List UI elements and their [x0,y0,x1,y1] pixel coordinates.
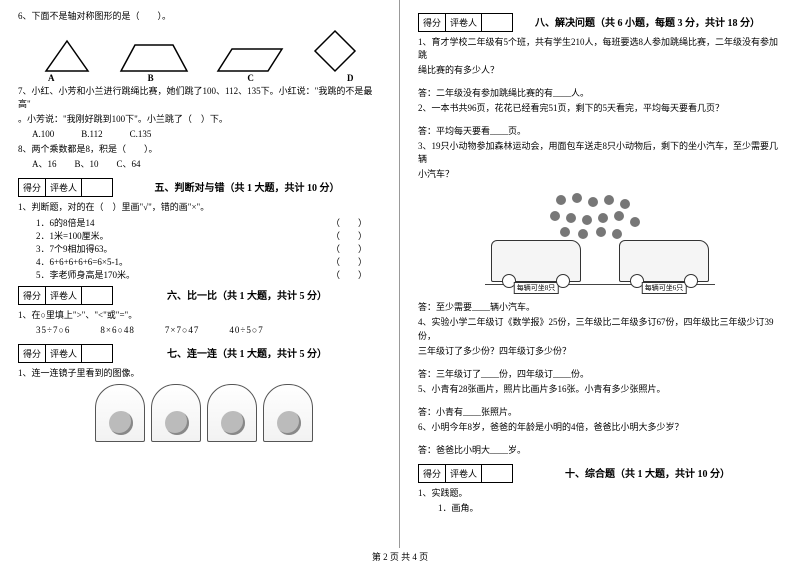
section7-header: 得分 评卷人 七、连一连（共 1 大题，共计 5 分） [18,339,381,365]
grader-label: 评卷人 [46,179,82,196]
score-blank [82,287,112,304]
crowd [550,193,650,241]
parallelogram-shape [216,47,286,73]
score-box-6: 得分 评卷人 [18,286,113,305]
r-a3: 答：至少需要____辆小汽车。 [418,301,782,314]
r-a4: 答：三年级订了____份，四年级订____份。 [418,368,782,381]
tf-3: 3．7个9相加得63。（ ） [18,242,381,255]
label-c: C [247,73,347,83]
label-b: B [148,73,248,83]
section7-title: 七、连一连（共 1 大题，共计 5 分） [113,345,381,360]
mirror-images [26,384,381,442]
score-box-5: 得分 评卷人 [18,178,113,197]
q8-options: A、16 B、10 C、64 [18,158,381,171]
r-q4a: 4、实验小学二年级订《数学报》25份，三年级比二年级多订67份，四年级比三年级少… [418,316,782,342]
tf-2: 2．1米=100厘米。（ ） [18,229,381,242]
section6-title: 六、比一比（共 1 大题，共计 5 分） [113,287,381,302]
section10-title: 十、综合题（共 1 大题，共计 10 分） [513,465,782,480]
q7-1-text: 1、连一连镜子里看到的图像。 [18,367,381,380]
r-q5: 5、小青有28张画片，照片比画片多16张。小青有多少张照片。 [418,383,782,396]
score-box-8: 得分 评卷人 [418,13,513,32]
r-a1: 答：二年级没有参加跳绳比赛的有____人。 [418,87,782,100]
score-box-10: 得分 评卷人 [418,464,513,483]
r-q1b: 绳比赛的有多少人？ [418,64,782,77]
mirror-4 [263,384,313,442]
r-q10-1: 1、实践题。 [418,487,782,500]
score-blank [82,345,112,362]
shapes-row [18,25,381,75]
bus-left-label: 每辆可坐8只 [514,282,559,294]
section5-title: 五、判断对与错（共 1 大题，共计 10 分） [113,179,381,194]
left-column: 6、下面不是轴对称图形的是（ ）。 A B C D 7、小红、小芳和小兰进行跳绳… [0,0,400,548]
r-a6: 答：爸爸比小明大____岁。 [418,444,782,457]
tf-header: 1、判断题，对的在（ ）里画"√"，错的画"×"。 [18,201,381,214]
score-label: 得分 [19,179,46,196]
grader-label: 评卷人 [46,287,82,304]
triangle-shape [42,39,92,73]
mirror-2 [151,384,201,442]
right-column: 得分 评卷人 八、解决问题（共 6 小题，每题 3 分，共计 18 分） 1、育… [400,0,800,548]
mirror-1 [95,384,145,442]
mirror-3 [207,384,257,442]
bus-scene: 每辆可坐8只 每辆可坐6只 [485,185,715,285]
diamond-shape [313,29,357,73]
bus-left: 每辆可坐8只 [491,240,581,282]
grader-label: 评卷人 [46,345,82,362]
score-blank [82,179,112,196]
score-blank [482,465,512,482]
page-footer: 第 2 页 共 4 页 [0,550,800,563]
bus-right: 每辆可坐6只 [619,240,709,282]
q7-line2: 。小芳说："我刚好跳到100下"。小兰跳了（ ）下。 [18,113,381,126]
tf-1: 1．6的8倍是14（ ） [18,216,381,229]
score-label: 得分 [419,14,446,31]
q7-options: A.100 B.112 C.135 [18,128,381,141]
tf-5: 5．李老师身高是170米。（ ） [18,268,381,281]
q7-line1: 7、小红、小芳和小兰进行跳绳比赛，她们跳了100、112、135下。小红说："我… [18,85,381,111]
r-a5: 答：小青有____张照片。 [418,406,782,419]
label-a: A [48,73,148,83]
score-box-7: 得分 评卷人 [18,344,113,363]
r-q3b: 小汽车？ [418,168,782,181]
r-q3a: 3、19只小动物参加森林运动会，用面包车送走8只小动物后，剩下的坐小汽车，至少需… [418,140,782,166]
r-q2: 2、一本书共96页，花花已经看完51页，剩下的5天看完，平均每天要看几页？ [418,102,782,115]
r-a2: 答：平均每天要看____页。 [418,125,782,138]
section5-header: 得分 评卷人 五、判断对与错（共 1 大题，共计 10 分） [18,173,381,199]
section6-header: 得分 评卷人 六、比一比（共 1 大题，共计 5 分） [18,281,381,307]
score-label: 得分 [19,287,46,304]
r-q6: 6、小明今年8岁，爸爸的年龄是小明的4倍，爸爸比小明大多少岁？ [418,421,782,434]
grader-label: 评卷人 [446,14,482,31]
trapezoid-shape [119,43,189,73]
compare-row: 35÷7○6 8×6○48 7×7○47 40÷5○7 [18,324,381,337]
label-d: D [347,73,367,83]
grader-label: 评卷人 [446,465,482,482]
section10-header: 得分 评卷人 十、综合题（共 1 大题，共计 10 分） [418,459,782,485]
score-blank [482,14,512,31]
bus-right-label: 每辆可坐6只 [642,282,687,294]
q8-text: 8、两个乘数都是8，积是（ ）。 [18,143,381,156]
shape-labels: A B C D [18,73,381,83]
section8-header: 得分 评卷人 八、解决问题（共 6 小题，每题 3 分，共计 18 分） [418,8,782,34]
r-q10-1a: 1．画角。 [418,502,782,515]
compare-header: 1、在○里填上">"、"<"或"="。 [18,309,381,322]
tf-4: 4．6+6+6+6+6=6×5-1。（ ） [18,255,381,268]
q6-text: 6、下面不是轴对称图形的是（ ）。 [18,10,381,23]
section8-title: 八、解决问题（共 6 小题，每题 3 分，共计 18 分） [513,14,782,29]
r-q4b: 三年级订了多少份？四年级订多少份？ [418,345,782,358]
score-label: 得分 [19,345,46,362]
score-label: 得分 [419,465,446,482]
r-q1a: 1、育才学校二年级有5个班，共有学生210人，每班要选8人参加跳绳比赛，二年级没… [418,36,782,62]
